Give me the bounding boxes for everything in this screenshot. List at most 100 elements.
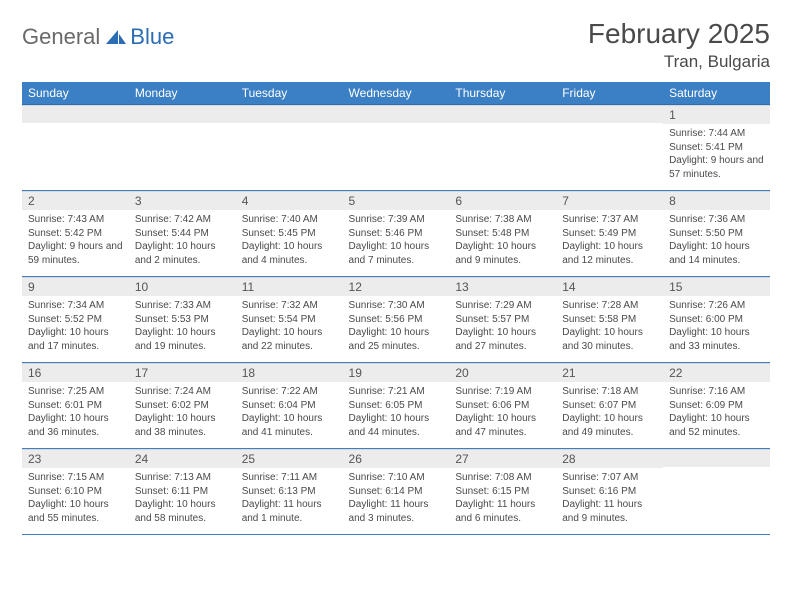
daylight-line: Daylight: 10 hours and 44 minutes. (349, 412, 444, 439)
weekday-header-row: Sunday Monday Tuesday Wednesday Thursday… (22, 82, 770, 105)
day-cell: 15Sunrise: 7:26 AMSunset: 6:00 PMDayligh… (663, 277, 770, 363)
day-number: 13 (449, 277, 556, 296)
day-body-empty (129, 123, 236, 183)
day-number: 27 (449, 449, 556, 468)
day-number: 12 (343, 277, 450, 296)
day-cell: 1Sunrise: 7:44 AMSunset: 5:41 PMDaylight… (663, 105, 770, 191)
daylight-line: Daylight: 10 hours and 17 minutes. (28, 326, 123, 353)
daylight-line: Daylight: 10 hours and 22 minutes. (242, 326, 337, 353)
sunrise-line: Sunrise: 7:28 AM (562, 299, 657, 313)
day-cell: 23Sunrise: 7:15 AMSunset: 6:10 PMDayligh… (22, 449, 129, 535)
page-subtitle: Tran, Bulgaria (588, 52, 770, 72)
logo: General Blue (22, 24, 174, 50)
col-thursday: Thursday (449, 82, 556, 105)
day-body: Sunrise: 7:36 AMSunset: 5:50 PMDaylight:… (663, 210, 770, 271)
day-number: 22 (663, 363, 770, 382)
day-body: Sunrise: 7:16 AMSunset: 6:09 PMDaylight:… (663, 382, 770, 443)
day-body-empty (236, 123, 343, 183)
sunset-line: Sunset: 5:52 PM (28, 313, 123, 327)
sunrise-line: Sunrise: 7:42 AM (135, 213, 230, 227)
sunrise-line: Sunrise: 7:08 AM (455, 471, 550, 485)
day-body: Sunrise: 7:15 AMSunset: 6:10 PMDaylight:… (22, 468, 129, 529)
day-body: Sunrise: 7:32 AMSunset: 5:54 PMDaylight:… (236, 296, 343, 357)
daylight-line: Daylight: 10 hours and 52 minutes. (669, 412, 764, 439)
day-number: 1 (663, 105, 770, 124)
day-cell: 26Sunrise: 7:10 AMSunset: 6:14 PMDayligh… (343, 449, 450, 535)
day-body: Sunrise: 7:28 AMSunset: 5:58 PMDaylight:… (556, 296, 663, 357)
day-number-empty (22, 105, 129, 123)
day-number: 19 (343, 363, 450, 382)
day-body-empty (449, 123, 556, 183)
day-cell: 28Sunrise: 7:07 AMSunset: 6:16 PMDayligh… (556, 449, 663, 535)
day-number: 8 (663, 191, 770, 210)
logo-text-blue: Blue (130, 24, 174, 50)
sunrise-line: Sunrise: 7:21 AM (349, 385, 444, 399)
daylight-line: Daylight: 10 hours and 9 minutes. (455, 240, 550, 267)
day-cell: 17Sunrise: 7:24 AMSunset: 6:02 PMDayligh… (129, 363, 236, 449)
day-cell: 5Sunrise: 7:39 AMSunset: 5:46 PMDaylight… (343, 191, 450, 277)
week-row: 9Sunrise: 7:34 AMSunset: 5:52 PMDaylight… (22, 277, 770, 363)
day-body: Sunrise: 7:08 AMSunset: 6:15 PMDaylight:… (449, 468, 556, 529)
sunset-line: Sunset: 6:06 PM (455, 399, 550, 413)
day-cell: 18Sunrise: 7:22 AMSunset: 6:04 PMDayligh… (236, 363, 343, 449)
day-body-empty (556, 123, 663, 183)
day-number-empty (663, 449, 770, 467)
day-body: Sunrise: 7:30 AMSunset: 5:56 PMDaylight:… (343, 296, 450, 357)
daylight-line: Daylight: 10 hours and 30 minutes. (562, 326, 657, 353)
day-body: Sunrise: 7:42 AMSunset: 5:44 PMDaylight:… (129, 210, 236, 271)
header: General Blue February 2025 Tran, Bulgari… (22, 18, 770, 72)
daylight-line: Daylight: 10 hours and 4 minutes. (242, 240, 337, 267)
daylight-line: Daylight: 10 hours and 58 minutes. (135, 498, 230, 525)
sunrise-line: Sunrise: 7:33 AM (135, 299, 230, 313)
sunrise-line: Sunrise: 7:13 AM (135, 471, 230, 485)
day-number-empty (129, 105, 236, 123)
sunrise-line: Sunrise: 7:32 AM (242, 299, 337, 313)
day-number: 24 (129, 449, 236, 468)
day-number: 9 (22, 277, 129, 296)
sunset-line: Sunset: 6:16 PM (562, 485, 657, 499)
day-cell: 16Sunrise: 7:25 AMSunset: 6:01 PMDayligh… (22, 363, 129, 449)
week-row: 16Sunrise: 7:25 AMSunset: 6:01 PMDayligh… (22, 363, 770, 449)
day-number-empty (343, 105, 450, 123)
day-cell (343, 105, 450, 191)
sunrise-line: Sunrise: 7:24 AM (135, 385, 230, 399)
day-cell: 13Sunrise: 7:29 AMSunset: 5:57 PMDayligh… (449, 277, 556, 363)
daylight-line: Daylight: 10 hours and 55 minutes. (28, 498, 123, 525)
day-number: 4 (236, 191, 343, 210)
day-body: Sunrise: 7:26 AMSunset: 6:00 PMDaylight:… (663, 296, 770, 357)
day-cell (663, 449, 770, 535)
sunrise-line: Sunrise: 7:34 AM (28, 299, 123, 313)
sunrise-line: Sunrise: 7:30 AM (349, 299, 444, 313)
daylight-line: Daylight: 11 hours and 9 minutes. (562, 498, 657, 525)
day-cell: 22Sunrise: 7:16 AMSunset: 6:09 PMDayligh… (663, 363, 770, 449)
day-cell (129, 105, 236, 191)
day-number: 23 (22, 449, 129, 468)
sunset-line: Sunset: 6:05 PM (349, 399, 444, 413)
day-cell: 6Sunrise: 7:38 AMSunset: 5:48 PMDaylight… (449, 191, 556, 277)
sunrise-line: Sunrise: 7:29 AM (455, 299, 550, 313)
day-cell: 9 Sunrise: 7:34 AMSunset: 5:52 PMDaylight… (22, 277, 129, 363)
day-cell: 14Sunrise: 7:28 AMSunset: 5:58 PMDayligh… (556, 277, 663, 363)
calendar-table: Sunday Monday Tuesday Wednesday Thursday… (22, 82, 770, 535)
sunset-line: Sunset: 5:53 PM (135, 313, 230, 327)
day-body: Sunrise: 7:29 AMSunset: 5:57 PMDaylight:… (449, 296, 556, 357)
day-body: Sunrise: 7:25 AMSunset: 6:01 PMDaylight:… (22, 382, 129, 443)
day-cell: 7Sunrise: 7:37 AMSunset: 5:49 PMDaylight… (556, 191, 663, 277)
day-body: Sunrise: 7:10 AMSunset: 6:14 PMDaylight:… (343, 468, 450, 529)
page-title: February 2025 (588, 18, 770, 50)
day-number: 18 (236, 363, 343, 382)
daylight-line: Daylight: 10 hours and 2 minutes. (135, 240, 230, 267)
daylight-line: Daylight: 10 hours and 33 minutes. (669, 326, 764, 353)
sunrise-line: Sunrise: 7:22 AM (242, 385, 337, 399)
col-sunday: Sunday (22, 82, 129, 105)
day-cell: 19 Sunrise: 7:21 AMSunset: 6:05 PMDayligh… (343, 363, 450, 449)
day-number: 28 (556, 449, 663, 468)
day-number: 20 (449, 363, 556, 382)
day-body: Sunrise: 7:07 AMSunset: 6:16 PMDaylight:… (556, 468, 663, 529)
sunset-line: Sunset: 5:49 PM (562, 227, 657, 241)
sunset-line: Sunset: 6:13 PM (242, 485, 337, 499)
day-number: 17 (129, 363, 236, 382)
sunrise-line: Sunrise: 7:38 AM (455, 213, 550, 227)
day-cell (449, 105, 556, 191)
sunrise-line: Sunrise: 7:43 AM (28, 213, 123, 227)
